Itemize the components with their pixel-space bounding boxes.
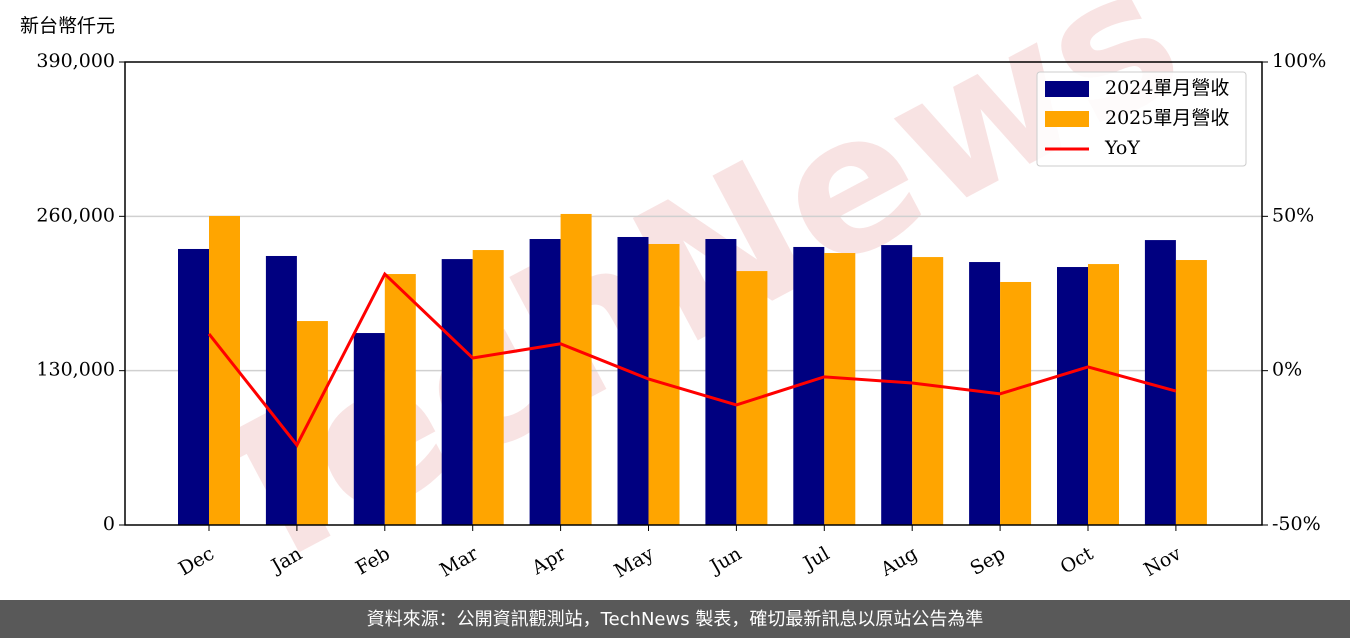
bar	[529, 239, 561, 525]
y-tick-label: 130,000	[36, 359, 115, 381]
y2-tick-label: 0%	[1272, 359, 1302, 381]
bar	[1057, 267, 1088, 525]
y-axis-label: 新台幣仟元	[20, 15, 115, 37]
bar	[296, 321, 328, 525]
legend-box	[1036, 71, 1247, 167]
x-tick-label: Jul	[798, 543, 833, 576]
y2-tick-label: -50%	[1272, 513, 1321, 535]
bar	[1000, 281, 1032, 525]
bar	[912, 257, 944, 525]
legend-swatch	[1045, 81, 1089, 97]
bar	[209, 215, 240, 525]
legend-label: 2024單月營收	[1105, 77, 1229, 99]
x-tick-label: Mar	[436, 542, 482, 581]
bar	[353, 333, 385, 525]
bar	[881, 245, 913, 525]
bar	[472, 250, 504, 525]
source-note: 資料來源：公開資訊觀測站，TechNews 製表，確切最新訊息以原站公告為準	[367, 609, 984, 630]
footer-bar	[0, 600, 1350, 638]
y-tick-label: 0	[103, 513, 115, 535]
y2-tick-label: 50%	[1272, 204, 1314, 226]
x-tick-label: Nov	[1140, 542, 1185, 581]
bar	[705, 239, 737, 525]
bar	[265, 255, 297, 526]
bar	[441, 259, 473, 525]
legend-label: YoY	[1104, 137, 1140, 159]
bar	[1088, 264, 1119, 525]
legend-label: 2025單月營收	[1105, 107, 1229, 129]
x-tick-label: Apr	[527, 542, 570, 579]
y2-tick-label: 100%	[1272, 50, 1326, 72]
bar	[178, 248, 209, 525]
y-tick-label: 390,000	[36, 50, 115, 72]
yoy-line	[207, 271, 1177, 448]
bar	[617, 236, 649, 526]
x-tick-label: Oct	[1057, 542, 1098, 578]
legend-swatch	[1045, 111, 1089, 127]
bar	[1175, 260, 1207, 525]
plot-frame	[124, 61, 1263, 526]
bar	[384, 274, 416, 525]
bar	[824, 253, 856, 525]
x-tick-label: Dec	[175, 543, 218, 581]
bar	[560, 213, 592, 525]
x-tick-label: Sep	[967, 543, 1010, 580]
x-tick-label: Aug	[876, 543, 921, 582]
x-tick-label: Jun	[705, 543, 746, 579]
x-tick-label: May	[611, 542, 658, 582]
y-tick-label: 260,000	[36, 204, 115, 226]
